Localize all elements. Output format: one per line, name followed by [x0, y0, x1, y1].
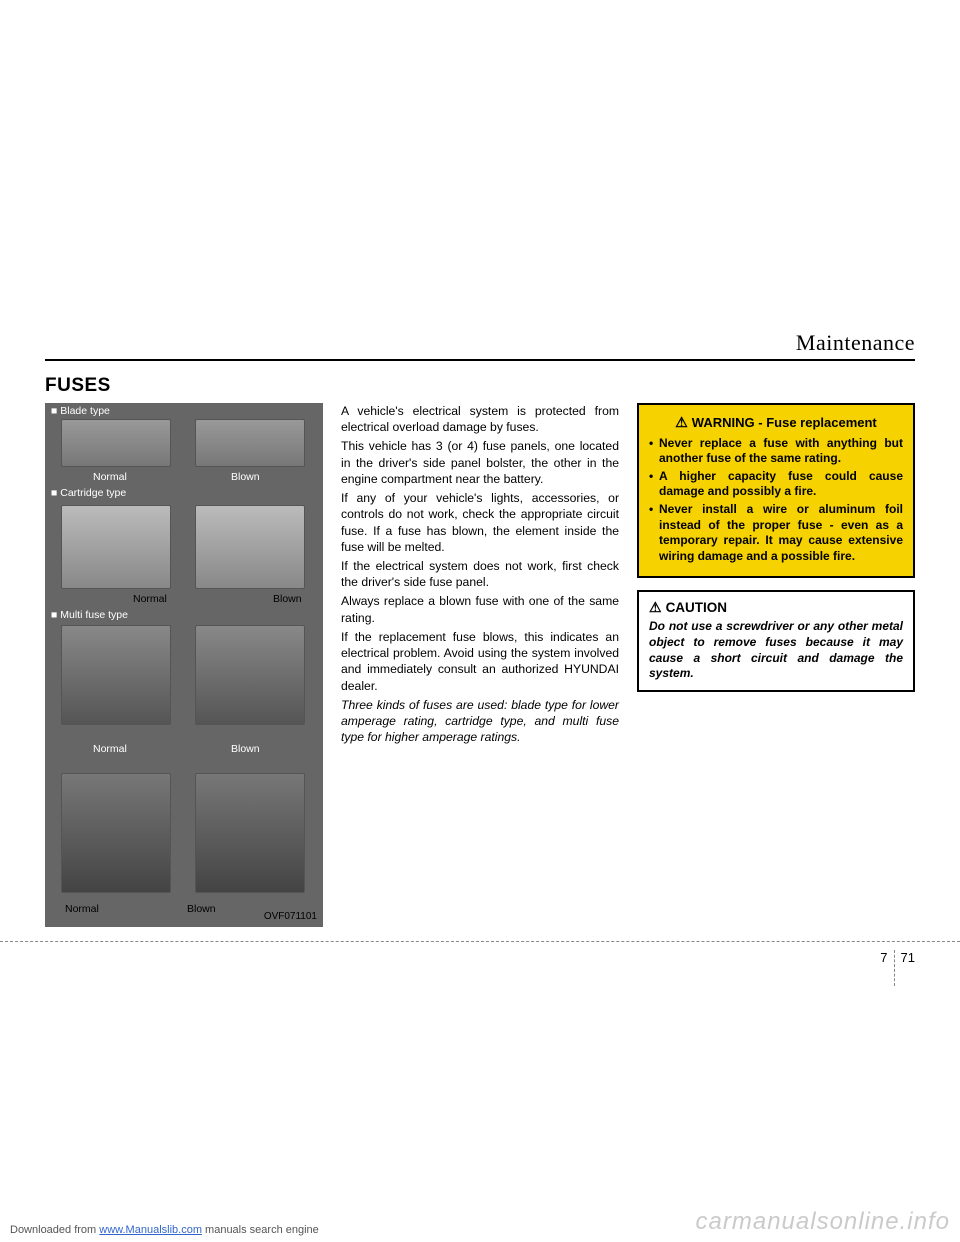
fig-label-normal-1: Normal — [93, 471, 127, 485]
fig-label-multi: ■ Multi fuse type — [51, 609, 128, 623]
body-p4: If the electrical system does not work, … — [341, 558, 619, 590]
figure-reference: OVF071101 — [264, 910, 317, 923]
caution-icon: ⚠ — [649, 599, 662, 615]
caution-title: ⚠ CAUTION — [649, 598, 903, 617]
top-margin — [0, 0, 960, 330]
three-column-layout: ■ Blade type Normal Blown ■ Cartridge ty… — [45, 403, 915, 927]
column-body: A vehicle's electrical system is protect… — [341, 403, 619, 927]
fig-label-blade: ■ Blade type — [51, 405, 110, 419]
fig-label-blown-2: Blown — [273, 593, 302, 607]
footer-left: Downloaded from www.Manualslib.com manua… — [10, 1224, 319, 1236]
page-number: 7 71 — [880, 950, 915, 986]
section-title: FUSES — [45, 375, 915, 397]
page-footer: Downloaded from www.Manualslib.com manua… — [0, 1208, 960, 1242]
warning-box: ⚠ WARNING - Fuse replacement Never replac… — [637, 403, 915, 578]
warning-list: Never replace a fuse with anything but a… — [649, 436, 903, 565]
page-number-value: 71 — [901, 950, 915, 965]
footer-link[interactable]: www.Manualslib.com — [99, 1224, 202, 1236]
body-p1: A vehicle's electrical system is protect… — [341, 403, 619, 435]
body-p2: This vehicle has 3 (or 4) fuse panels, o… — [341, 438, 619, 487]
cartridge-fuse-normal — [61, 505, 171, 589]
content-area: Maintenance FUSES ■ Blade type Normal Bl… — [0, 330, 960, 927]
fig-label-blown-4: Blown — [187, 903, 216, 917]
fig-label-cartridge: ■ Cartridge type — [51, 487, 126, 501]
caution-title-text: CAUTION — [666, 600, 728, 615]
cartridge-fuse-blown — [195, 505, 305, 589]
column-figure: ■ Blade type Normal Blown ■ Cartridge ty… — [45, 403, 323, 927]
blade-fuse-blown — [195, 419, 305, 467]
fig-label-blown-1: Blown — [231, 471, 260, 485]
warning-icon: ⚠ — [675, 414, 688, 430]
multi-fuse-normal — [61, 625, 171, 725]
multi-fuse2-normal — [61, 773, 171, 893]
manual-page: Maintenance FUSES ■ Blade type Normal Bl… — [0, 0, 960, 1242]
warning-title-prefix: WARNING — [692, 415, 755, 430]
multi-fuse2-blown — [195, 773, 305, 893]
warning-title: ⚠ WARNING - Fuse replacement — [649, 413, 903, 432]
fig-label-normal-2: Normal — [133, 593, 167, 607]
warning-item: Never install a wire or aluminum foil in… — [649, 502, 903, 564]
fig-label-normal-4: Normal — [65, 903, 99, 917]
body-p7: Three kinds of fuses are used: blade typ… — [341, 697, 619, 746]
warning-item: Never replace a fuse with anything but a… — [649, 436, 903, 467]
column-notices: ⚠ WARNING - Fuse replacement Never replac… — [637, 403, 915, 927]
body-p5: Always replace a blown fuse with one of … — [341, 593, 619, 625]
warning-item: A higher capacity fuse could cause damag… — [649, 469, 903, 500]
chapter-header: Maintenance — [45, 330, 915, 361]
fuse-types-figure: ■ Blade type Normal Blown ■ Cartridge ty… — [45, 403, 323, 927]
caution-box: ⚠ CAUTION Do not use a screwdriver or any… — [637, 590, 915, 691]
blade-fuse-normal — [61, 419, 171, 467]
body-p6: If the replacement fuse blows, this indi… — [341, 629, 619, 694]
footer-left-post: manuals search engine — [202, 1224, 319, 1236]
fig-label-blown-3: Blown — [231, 743, 260, 757]
footer-left-pre: Downloaded from — [10, 1224, 99, 1236]
chapter-title: Maintenance — [796, 330, 915, 356]
fig-label-normal-3: Normal — [93, 743, 127, 757]
warning-title-suffix: - Fuse replacement — [758, 415, 877, 430]
body-p3: If any of your vehicle's lights, accesso… — [341, 490, 619, 555]
pagenum-divider — [894, 950, 895, 986]
multi-fuse-blown — [195, 625, 305, 725]
chapter-number: 7 — [880, 950, 893, 965]
page-number-area: 7 71 — [0, 942, 960, 986]
footer-watermark: carmanualsonline.info — [696, 1208, 950, 1236]
caution-text: Do not use a screwdriver or any other me… — [649, 619, 903, 681]
